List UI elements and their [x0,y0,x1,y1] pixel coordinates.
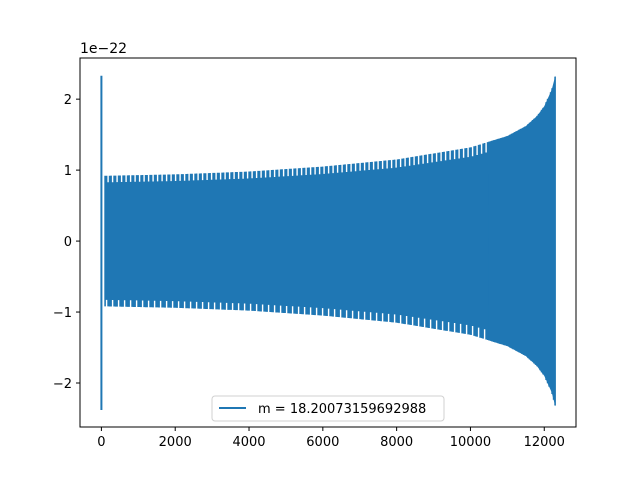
axes-frame [79,57,577,428]
x-tick-label: 0 [97,435,105,450]
legend-label: m = 18.20073159692988 [258,402,426,417]
x-tick-label: 8000 [380,435,413,450]
legend-box [211,395,445,422]
y-tick-label: −2 [53,377,72,392]
plot-area [100,75,556,410]
x-tick-label: 2000 [159,435,192,450]
axes: 0 2000 4000 6000 8000 10000 12000 2 1 0 −1 −2 [53,57,577,450]
x-tick-label: 12000 [524,435,565,450]
y-offset-label: 1e−22 [80,41,127,57]
x-tick-label: 4000 [232,435,265,450]
y-tick-label: −1 [53,306,72,321]
x-tick-label: 6000 [306,435,339,450]
x-tick-label: 10000 [450,435,491,450]
legend: m = 18.20073159692988 [211,395,445,422]
series-dense-tail [488,75,556,407]
y-tick-label: 2 [64,93,72,108]
y-tick-label: 1 [64,164,72,179]
y-tick-label: 0 [64,235,72,250]
